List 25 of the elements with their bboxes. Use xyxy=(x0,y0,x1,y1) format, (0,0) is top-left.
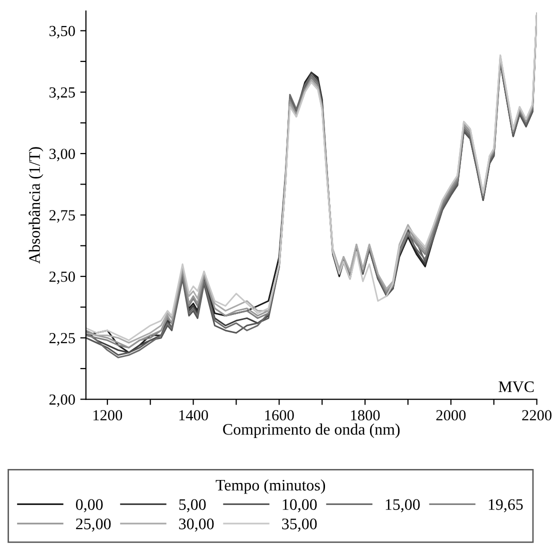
y-tick-label: 2,25 xyxy=(49,333,75,346)
legend-label: 35,00 xyxy=(282,518,317,532)
legend-title: Tempo (minutos) xyxy=(216,479,326,494)
y-tick-label: 2,75 xyxy=(49,210,75,223)
y-tick-label: 2,50 xyxy=(49,272,75,284)
y-axis-title: Absorbância (1/T) xyxy=(28,147,44,264)
legend-label: 0,00 xyxy=(76,499,103,512)
x-tick-label: 2200 xyxy=(522,410,552,420)
legend-label: 19,65 xyxy=(488,499,523,512)
x-tick-label: 2000 xyxy=(436,410,466,420)
legend-label: 30,00 xyxy=(179,518,214,532)
x-tick-label: 1200 xyxy=(93,410,122,420)
x-tick-label: 1800 xyxy=(351,410,380,420)
annotation: MVC xyxy=(498,381,534,392)
legend-label: 10,00 xyxy=(282,499,317,512)
x-tick-label: 1400 xyxy=(179,410,208,420)
x-axis-title: Comprimento de onda (nm) xyxy=(223,424,400,438)
y-tick-label: 3,50 xyxy=(50,26,75,38)
x-tick-label: 1600 xyxy=(265,410,294,420)
legend-label: 15,00 xyxy=(386,499,420,512)
y-tick-label: 3,25 xyxy=(50,87,75,100)
legend-label: 25,00 xyxy=(76,518,111,532)
legend-label: 5,00 xyxy=(179,499,206,512)
y-tick-label: 2,00 xyxy=(49,394,75,407)
y-tick-label: 3,00 xyxy=(50,148,75,162)
